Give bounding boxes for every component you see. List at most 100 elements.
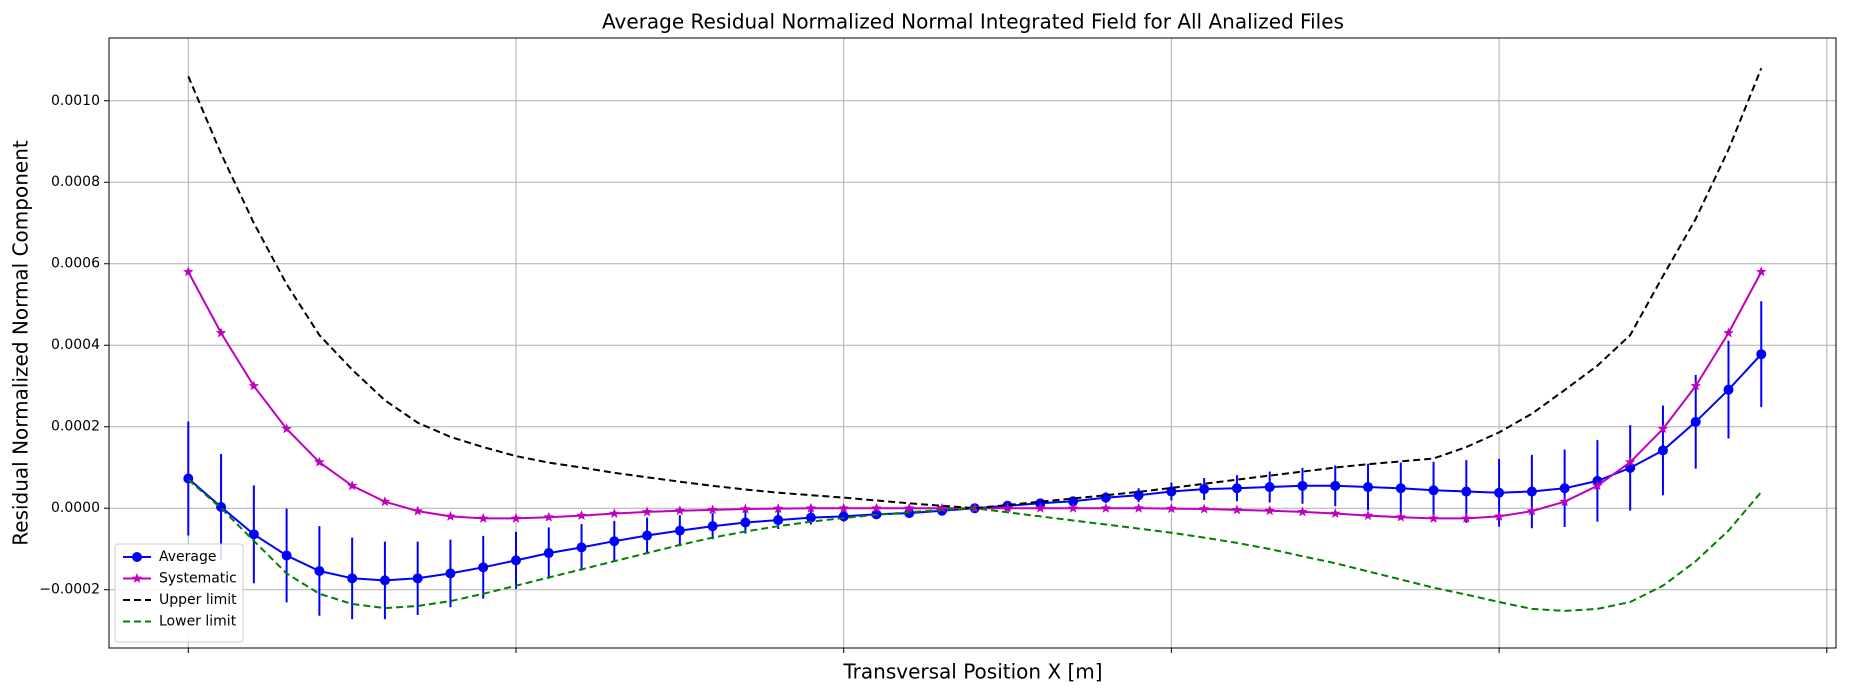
data-point [1723, 327, 1734, 338]
data-point [1166, 503, 1177, 514]
data-point [871, 502, 882, 513]
data-point [740, 503, 751, 514]
data-point [478, 562, 489, 573]
y-tick-label: 0.0004 [51, 337, 100, 353]
y-tick-label: 0.0000 [51, 500, 100, 516]
data-point [543, 511, 554, 522]
legend-label: Average [159, 549, 217, 565]
data-point [1690, 416, 1701, 427]
data-point [1297, 506, 1308, 517]
data-point [576, 542, 587, 553]
data-point [445, 568, 456, 579]
data-point [1657, 445, 1668, 456]
data-point [1559, 483, 1570, 494]
data-point [215, 327, 227, 338]
data-point [936, 502, 948, 513]
data-point [1494, 487, 1505, 498]
data-point [1330, 480, 1341, 491]
data-point [1133, 502, 1144, 513]
data-point [1526, 486, 1537, 497]
data-point [183, 266, 194, 277]
series-line [187, 353, 1763, 582]
data-point [510, 512, 522, 523]
data-point [248, 529, 259, 540]
data-point [1756, 266, 1767, 277]
data-point [412, 573, 423, 584]
data-point [1330, 508, 1341, 518]
data-point [1264, 482, 1275, 493]
data-point [1428, 485, 1439, 496]
data-point [314, 565, 325, 576]
data-point [1461, 512, 1472, 523]
data-point [281, 423, 292, 434]
legend-marker [131, 573, 143, 583]
data-point [609, 508, 620, 518]
data-point [1395, 483, 1406, 494]
data-point [1395, 511, 1406, 522]
data-point [707, 521, 718, 532]
data-point [1559, 496, 1570, 507]
data-point [1362, 510, 1374, 520]
data-point [511, 555, 521, 566]
data-point [1002, 502, 1013, 513]
x-axis-label: Transversal Position X [m] [842, 660, 1102, 684]
data-point [314, 456, 325, 467]
data-point [1428, 512, 1439, 523]
data-point [773, 515, 784, 526]
data-point [347, 573, 358, 584]
chart-title: Average Residual Normalized Normal Integ… [602, 10, 1344, 34]
legend-label: Upper limit [159, 592, 237, 608]
data-point [674, 525, 685, 536]
y-tick-label: 0.0008 [51, 174, 100, 190]
series-line [187, 478, 1763, 612]
data-point [445, 510, 456, 521]
data-point [1624, 456, 1636, 467]
data-point [805, 502, 817, 513]
data-point [1198, 503, 1210, 514]
y-axis-label: Residual Normalized Normal Component [9, 140, 33, 546]
data-point [609, 536, 620, 547]
y-tick-label: 0.0010 [51, 93, 100, 109]
data-point [1231, 483, 1242, 494]
data-point [478, 512, 489, 523]
data-point [412, 505, 423, 516]
data-point [543, 548, 554, 559]
data-point [1723, 384, 1734, 395]
legend-marker [132, 552, 142, 562]
data-point [1199, 484, 1210, 495]
data-point [772, 503, 784, 514]
y-tick-label: 0.0006 [51, 256, 100, 272]
data-point [379, 496, 391, 507]
data-point [838, 511, 849, 522]
legend-box [114, 543, 244, 643]
data-point [1363, 482, 1374, 493]
y-tick-label: 0.0002 [51, 419, 100, 435]
data-point [838, 502, 849, 513]
data-point [1035, 502, 1046, 513]
data-point [1493, 510, 1505, 521]
y-tick-label: −0.0002 [39, 582, 100, 598]
data-point [904, 502, 915, 513]
data-point [346, 480, 358, 491]
data-point [740, 517, 751, 528]
data-point [805, 512, 816, 523]
data-point [576, 510, 587, 520]
data-point [1100, 502, 1112, 513]
data-point [1264, 505, 1275, 516]
legend: Average Systematic Upper limit Lower limit [114, 543, 244, 643]
data-point [674, 505, 686, 516]
data-point [379, 575, 390, 586]
data-point [707, 504, 718, 515]
data-point [1690, 380, 1701, 391]
data-point [281, 550, 292, 561]
data-point [1657, 423, 1669, 434]
data-point [641, 506, 653, 517]
data-point [1526, 505, 1538, 516]
data-point [1592, 480, 1603, 491]
data-point [1461, 486, 1472, 497]
data-point [642, 530, 653, 541]
series-line [187, 271, 1763, 520]
plot-frame [108, 37, 1837, 649]
data-point [1756, 349, 1767, 360]
